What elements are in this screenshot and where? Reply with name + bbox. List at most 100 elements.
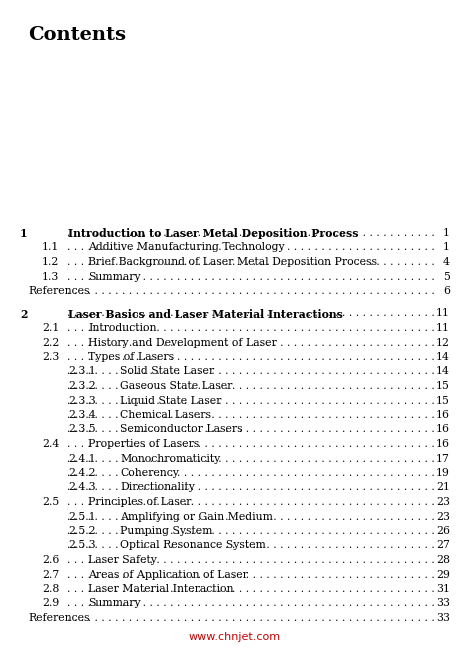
Text: . . . . . . . . . . . . . . . . . . . . . . . . . . . . . . . . . . . . . . . . : . . . . . . . . . . . . . . . . . . . . …: [67, 468, 435, 478]
Text: . . . . . . . . . . . . . . . . . . . . . . . . . . . . . . . . . . . . . . . . : . . . . . . . . . . . . . . . . . . . . …: [67, 410, 435, 420]
Text: . . . . . . . . . . . . . . . . . . . . . . . . . . . . . . . . . . . . . . . . : . . . . . . . . . . . . . . . . . . . . …: [67, 338, 435, 348]
Text: Pumping System: Pumping System: [120, 526, 212, 536]
Text: 2.7: 2.7: [42, 569, 59, 580]
Text: . . . . . . . . . . . . . . . . . . . . . . . . . . . . . . . . . . . . . . . . : . . . . . . . . . . . . . . . . . . . . …: [67, 541, 435, 550]
Text: 14: 14: [436, 366, 450, 376]
Text: 21: 21: [436, 482, 450, 492]
Text: 23: 23: [436, 497, 450, 507]
Text: 2.5.1: 2.5.1: [68, 512, 95, 522]
Text: Chemical Lasers: Chemical Lasers: [120, 410, 211, 420]
Text: Optical Resonance System: Optical Resonance System: [120, 541, 266, 550]
Text: Amplifying or Gain Medium: Amplifying or Gain Medium: [120, 512, 273, 522]
Text: Contents: Contents: [28, 26, 126, 44]
Text: 15: 15: [436, 381, 450, 391]
Text: Solid State Laser: Solid State Laser: [120, 366, 214, 376]
Text: 19: 19: [436, 468, 450, 478]
Text: 2.2: 2.2: [42, 338, 59, 348]
Text: Laser Safety: Laser Safety: [88, 555, 157, 565]
Text: . . . . . . . . . . . . . . . . . . . . . . . . . . . . . . . . . . . . . . . . : . . . . . . . . . . . . . . . . . . . . …: [67, 271, 435, 282]
Text: . . . . . . . . . . . . . . . . . . . . . . . . . . . . . . . . . . . . . . . . : . . . . . . . . . . . . . . . . . . . . …: [67, 381, 435, 391]
Text: Types of Lasers: Types of Lasers: [88, 352, 174, 362]
Text: 2.3.2: 2.3.2: [68, 381, 96, 391]
Text: . . . . . . . . . . . . . . . . . . . . . . . . . . . . . . . . . . . . . . . . : . . . . . . . . . . . . . . . . . . . . …: [67, 555, 435, 565]
Text: . . . . . . . . . . . . . . . . . . . . . . . . . . . . . . . . . . . . . . . . : . . . . . . . . . . . . . . . . . . . . …: [67, 454, 435, 464]
Text: 2.3.1: 2.3.1: [68, 366, 96, 376]
Text: . . . . . . . . . . . . . . . . . . . . . . . . . . . . . . . . . . . . . . . . : . . . . . . . . . . . . . . . . . . . . …: [67, 497, 435, 507]
Text: 11: 11: [436, 308, 450, 318]
Text: www.chnjet.com: www.chnjet.com: [189, 632, 281, 642]
Text: 1: 1: [443, 243, 450, 252]
Text: Areas of Application of Laser: Areas of Application of Laser: [88, 569, 248, 580]
Text: Introduction: Introduction: [88, 323, 157, 333]
Text: 14: 14: [436, 352, 450, 362]
Text: 1.3: 1.3: [42, 271, 59, 282]
Text: 23: 23: [436, 512, 450, 522]
Text: Principles of Laser: Principles of Laser: [88, 497, 191, 507]
Text: Additive Manufacturing Technology: Additive Manufacturing Technology: [88, 243, 285, 252]
Text: Brief Background of Laser Metal Deposition Process: Brief Background of Laser Metal Depositi…: [88, 257, 377, 267]
Text: 2: 2: [20, 308, 28, 319]
Text: Directionality: Directionality: [120, 482, 195, 492]
Text: 28: 28: [436, 555, 450, 565]
Text: 1: 1: [443, 228, 450, 238]
Text: . . . . . . . . . . . . . . . . . . . . . . . . . . . . . . . . . . . . . . . . : . . . . . . . . . . . . . . . . . . . . …: [67, 613, 435, 623]
Text: 11: 11: [436, 323, 450, 333]
Text: 2.5: 2.5: [42, 497, 59, 507]
Text: 16: 16: [436, 439, 450, 449]
Text: 2.3.3: 2.3.3: [68, 396, 96, 406]
Text: . . . . . . . . . . . . . . . . . . . . . . . . . . . . . . . . . . . . . . . . : . . . . . . . . . . . . . . . . . . . . …: [67, 569, 435, 580]
Text: Laser Material Interaction: Laser Material Interaction: [88, 584, 234, 594]
Text: 2.4: 2.4: [42, 439, 59, 449]
Text: Introduction to Laser Metal Deposition Process: Introduction to Laser Metal Deposition P…: [68, 228, 359, 239]
Text: . . . . . . . . . . . . . . . . . . . . . . . . . . . . . . . . . . . . . . . . : . . . . . . . . . . . . . . . . . . . . …: [67, 439, 435, 449]
Text: . . . . . . . . . . . . . . . . . . . . . . . . . . . . . . . . . . . . . . . . : . . . . . . . . . . . . . . . . . . . . …: [67, 396, 435, 406]
Text: 5: 5: [443, 271, 450, 282]
Text: . . . . . . . . . . . . . . . . . . . . . . . . . . . . . . . . . . . . . . . . : . . . . . . . . . . . . . . . . . . . . …: [67, 323, 435, 333]
Text: . . . . . . . . . . . . . . . . . . . . . . . . . . . . . . . . . . . . . . . . : . . . . . . . . . . . . . . . . . . . . …: [67, 599, 435, 608]
Text: 33: 33: [436, 613, 450, 623]
Text: 2.1: 2.1: [42, 323, 59, 333]
Text: Liquid State Laser: Liquid State Laser: [120, 396, 221, 406]
Text: 33: 33: [436, 599, 450, 608]
Text: 4: 4: [443, 257, 450, 267]
Text: History and Development of Laser: History and Development of Laser: [88, 338, 277, 348]
Text: 2.3.5: 2.3.5: [68, 424, 95, 434]
Text: . . . . . . . . . . . . . . . . . . . . . . . . . . . . . . . . . . . . . . . . : . . . . . . . . . . . . . . . . . . . . …: [67, 482, 435, 492]
Text: References: References: [28, 286, 89, 296]
Text: 16: 16: [436, 410, 450, 420]
Text: 12: 12: [436, 338, 450, 348]
Text: 2.6: 2.6: [42, 555, 59, 565]
Text: 2.4.2: 2.4.2: [68, 468, 95, 478]
Text: Gaseous State Laser: Gaseous State Laser: [120, 381, 232, 391]
Text: 2.8: 2.8: [42, 584, 59, 594]
Text: . . . . . . . . . . . . . . . . . . . . . . . . . . . . . . . . . . . . . . . . : . . . . . . . . . . . . . . . . . . . . …: [67, 424, 435, 434]
Text: 2.3.4: 2.3.4: [68, 410, 95, 420]
Text: Laser Basics and Laser Material Interactions: Laser Basics and Laser Material Interact…: [68, 308, 343, 319]
Text: . . . . . . . . . . . . . . . . . . . . . . . . . . . . . . . . . . . . . . . . : . . . . . . . . . . . . . . . . . . . . …: [67, 366, 435, 376]
Text: 26: 26: [436, 526, 450, 536]
Text: . . . . . . . . . . . . . . . . . . . . . . . . . . . . . . . . . . . . . . . . : . . . . . . . . . . . . . . . . . . . . …: [67, 584, 435, 594]
Text: 1: 1: [20, 228, 28, 239]
Text: 1.2: 1.2: [42, 257, 59, 267]
Text: Semiconductor Lasers: Semiconductor Lasers: [120, 424, 243, 434]
Text: . . . . . . . . . . . . . . . . . . . . . . . . . . . . . . . . . . . . . . . . : . . . . . . . . . . . . . . . . . . . . …: [67, 228, 435, 238]
Text: . . . . . . . . . . . . . . . . . . . . . . . . . . . . . . . . . . . . . . . . : . . . . . . . . . . . . . . . . . . . . …: [67, 512, 435, 522]
Text: 31: 31: [436, 584, 450, 594]
Text: 16: 16: [436, 424, 450, 434]
Text: 15: 15: [436, 396, 450, 406]
Text: Monochromaticity: Monochromaticity: [120, 454, 220, 464]
Text: 2.9: 2.9: [42, 599, 59, 608]
Text: 27: 27: [436, 541, 450, 550]
Text: . . . . . . . . . . . . . . . . . . . . . . . . . . . . . . . . . . . . . . . . : . . . . . . . . . . . . . . . . . . . . …: [67, 526, 435, 536]
Text: Summary: Summary: [88, 271, 141, 282]
Text: Properties of Lasers: Properties of Lasers: [88, 439, 199, 449]
Text: 17: 17: [436, 454, 450, 464]
Text: References: References: [28, 613, 89, 623]
Text: 2.5.2: 2.5.2: [68, 526, 95, 536]
Text: 2.4.1: 2.4.1: [68, 454, 95, 464]
Text: Summary: Summary: [88, 599, 141, 608]
Text: 2.3: 2.3: [42, 352, 59, 362]
Text: . . . . . . . . . . . . . . . . . . . . . . . . . . . . . . . . . . . . . . . . : . . . . . . . . . . . . . . . . . . . . …: [67, 352, 435, 362]
Text: 6: 6: [443, 286, 450, 296]
Text: . . . . . . . . . . . . . . . . . . . . . . . . . . . . . . . . . . . . . . . . : . . . . . . . . . . . . . . . . . . . . …: [67, 308, 435, 318]
